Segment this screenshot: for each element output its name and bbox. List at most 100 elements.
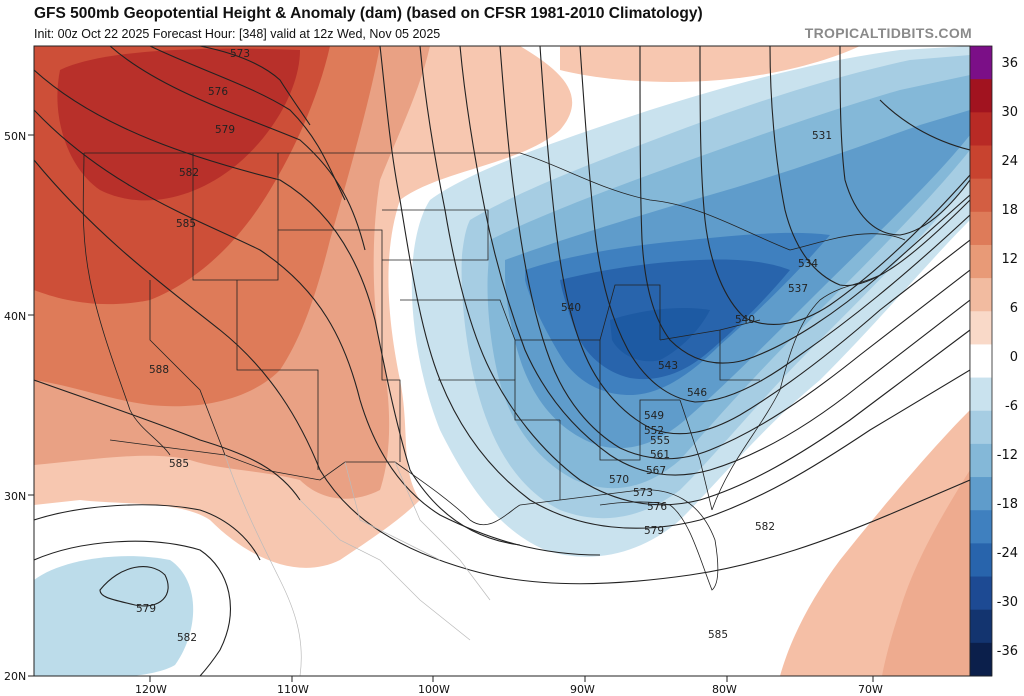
colorbar-label: 18 bbox=[1001, 203, 1018, 218]
colorbar-swatch bbox=[970, 79, 992, 113]
colorbar-swatch bbox=[970, 510, 992, 544]
contour-line bbox=[459, 46, 970, 476]
colorbar-label: 0 bbox=[1010, 350, 1018, 365]
colorbar-label: 12 bbox=[1001, 252, 1018, 267]
state-line bbox=[438, 379, 560, 421]
colorbar-swatch bbox=[970, 112, 992, 146]
contour-line bbox=[34, 159, 970, 585]
us-mexico-border bbox=[109, 439, 521, 526]
contour-label: 534 bbox=[798, 258, 818, 270]
lat-label: 20N bbox=[4, 670, 26, 683]
contour-label: 549 bbox=[644, 410, 664, 422]
lon-label: 70W bbox=[858, 683, 883, 696]
lon-label: 120W bbox=[135, 683, 167, 696]
lat-label: 40N bbox=[4, 310, 26, 323]
state-line bbox=[344, 461, 441, 561]
contour-label-layer: 573 576 579 582 585 588 585 579 582 540 543 546 549 5… bbox=[136, 48, 832, 644]
chart-subtitle: Init: 00z Oct 22 2025 Forecast Hour: [34… bbox=[34, 27, 441, 41]
state-line bbox=[400, 299, 516, 380]
mexico-state-lines bbox=[224, 454, 491, 676]
contour-line bbox=[499, 46, 970, 460]
contour-label: 543 bbox=[658, 360, 678, 372]
contour-label: 576 bbox=[647, 501, 667, 513]
west-coast bbox=[82, 152, 171, 456]
state-line bbox=[192, 153, 279, 281]
contour-label: 588 bbox=[149, 364, 169, 376]
colorbar-swatch bbox=[970, 278, 992, 312]
contour-line bbox=[34, 504, 261, 561]
colorbar-swatch bbox=[970, 244, 992, 279]
contour-label: 540 bbox=[735, 314, 755, 326]
contour-label: 540 bbox=[561, 302, 581, 314]
contour-label: 552 bbox=[644, 425, 664, 437]
colorbar-label: 6 bbox=[1010, 301, 1018, 316]
state-line bbox=[515, 284, 661, 341]
state-line bbox=[719, 330, 760, 381]
atlantic-coast bbox=[711, 274, 881, 511]
gulf-coast bbox=[519, 489, 719, 591]
contour-line bbox=[34, 379, 301, 501]
baja-coast bbox=[224, 454, 302, 676]
colorbar-label: -24 bbox=[997, 546, 1018, 561]
colorbar-frame bbox=[969, 45, 993, 677]
state-line bbox=[149, 280, 226, 456]
colorbar-swatch bbox=[970, 46, 992, 80]
contour-label: 585 bbox=[176, 218, 196, 230]
colorbar-swatch bbox=[970, 576, 992, 611]
colorbar-swatch bbox=[970, 642, 992, 677]
height-contours bbox=[34, 46, 970, 676]
colorbar-label: -12 bbox=[997, 448, 1018, 463]
contour-label: 567 bbox=[646, 465, 666, 477]
colorbar-swatch bbox=[970, 609, 992, 644]
contour-label: 582 bbox=[179, 167, 199, 179]
source-credit: TROPICALTIDBITS.COM bbox=[804, 25, 972, 41]
anomaly-shading bbox=[34, 46, 970, 676]
colorbar-labels: 36 30 24 18 12 6 0 -6 -12 -18 -24 -30 -36 bbox=[997, 56, 1018, 659]
state-line bbox=[599, 340, 680, 461]
colorbar-swatch bbox=[970, 443, 992, 478]
atlantic-anomaly-12 bbox=[882, 470, 970, 676]
contour-line bbox=[34, 69, 521, 546]
chart-title: GFS 500mb Geopotential Height & Anomaly … bbox=[34, 5, 703, 22]
contour-line bbox=[34, 109, 601, 556]
colorbar-label: -30 bbox=[997, 595, 1018, 610]
colorbar-swatch bbox=[970, 344, 992, 379]
contour-label: 573 bbox=[633, 487, 653, 499]
colorbar-label: 24 bbox=[1001, 154, 1018, 169]
contour-label: 585 bbox=[708, 629, 728, 641]
contour-line bbox=[839, 46, 970, 236]
axis-ticks bbox=[28, 134, 874, 682]
contour-label: 579 bbox=[644, 525, 664, 537]
contour-label: 570 bbox=[609, 474, 629, 486]
state-line bbox=[394, 461, 491, 601]
us-canada-border bbox=[84, 152, 906, 251]
state-line bbox=[236, 280, 319, 470]
ne-anomaly-6 bbox=[560, 46, 860, 82]
colorbar-label: -6 bbox=[1005, 399, 1018, 414]
contour-label: 582 bbox=[177, 632, 197, 644]
colorbar-swatch bbox=[970, 543, 992, 578]
ridge-anomaly-30 bbox=[57, 48, 301, 201]
contour-line bbox=[419, 46, 970, 506]
colorbar-label: -18 bbox=[997, 497, 1018, 512]
contour-line bbox=[539, 46, 970, 435]
contour-line bbox=[879, 99, 970, 151]
colorbar-swatch bbox=[970, 377, 992, 412]
contour-label: 582 bbox=[755, 521, 775, 533]
contour-line bbox=[639, 46, 970, 364]
contour-line bbox=[699, 46, 970, 325]
contour-label: 585 bbox=[169, 458, 189, 470]
lon-label: 90W bbox=[570, 683, 595, 696]
contour-line bbox=[579, 46, 970, 403]
lon-label: 100W bbox=[418, 683, 450, 696]
state-line bbox=[278, 229, 401, 462]
contour-line bbox=[34, 540, 231, 676]
contour-label: 573 bbox=[230, 48, 250, 60]
contour-label: 561 bbox=[650, 449, 670, 461]
colorbar-swatch bbox=[970, 410, 992, 445]
contour-line bbox=[99, 566, 169, 607]
colorbar-label: 30 bbox=[1001, 105, 1018, 120]
political-boundaries bbox=[82, 152, 906, 591]
contour-label: 579 bbox=[136, 603, 156, 615]
